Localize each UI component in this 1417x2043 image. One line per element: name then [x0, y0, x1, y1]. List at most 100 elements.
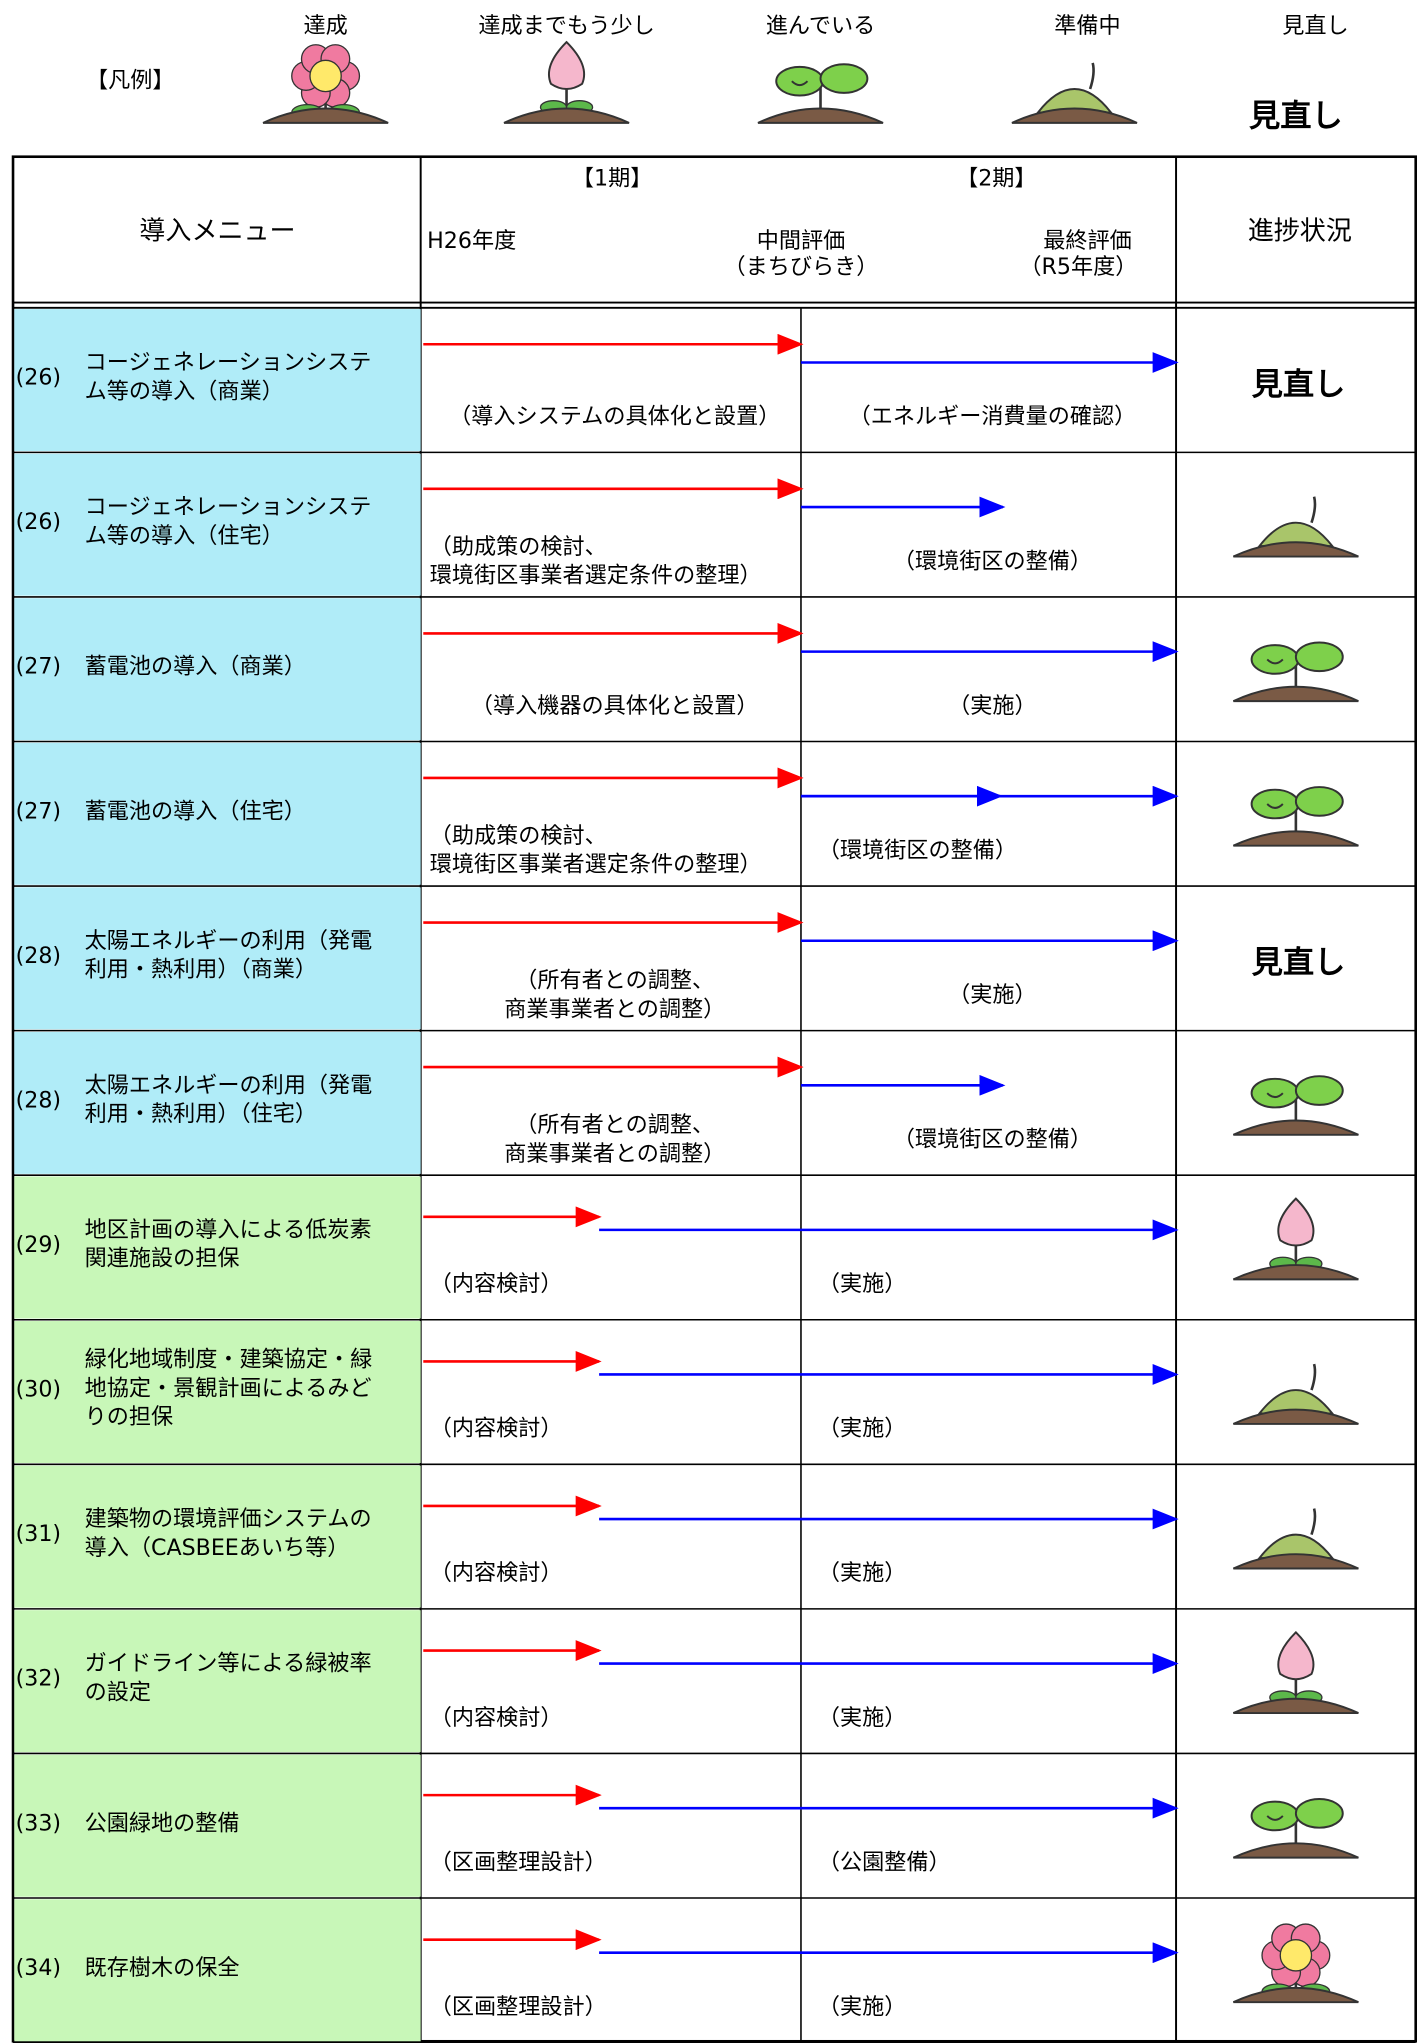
mound [1036, 88, 1113, 114]
status-icon [1232, 1798, 1359, 1859]
action-note: （環境街区の整備） [893, 1127, 1092, 1153]
header-final: 最終評価 [1043, 228, 1132, 254]
plan-note: （助成策の検討、 [430, 823, 607, 849]
shoot [1088, 62, 1095, 90]
status-icon [1232, 1923, 1359, 2004]
row-name: 地協定・景観計画によるみど [85, 1375, 372, 1401]
leaf [1294, 1798, 1344, 1829]
plan-note: 環境街区事業者選定条件の整理） [430, 852, 762, 878]
plan-note: （内容検討） [430, 1271, 563, 1297]
soil [1232, 1408, 1359, 1425]
legend-caption: 見直し [1282, 13, 1348, 39]
header-phase: 【2期】 [956, 165, 1036, 191]
row-number: (26) [16, 365, 61, 391]
action-note: （公園整備） [818, 1849, 951, 1875]
action-note: （実施） [818, 1705, 907, 1731]
status-icon [1232, 496, 1359, 558]
table-border [11, 155, 1417, 2043]
menu-cell [14, 1754, 421, 1897]
action-note: （実施） [818, 1416, 907, 1442]
row-name: 蓄電池の導入（住宅） [85, 798, 306, 824]
legend-label: 【凡例】 [86, 68, 175, 94]
row-name: ガイドライン等による緑被率 [85, 1651, 372, 1677]
status-icon [757, 63, 884, 124]
header-start: H26年度 [427, 228, 516, 254]
plan-note: 環境街区事業者選定条件の整理） [430, 563, 762, 589]
status-text: 見直し [1252, 367, 1346, 403]
row-name: 利用・熱利用）（商業） [85, 957, 317, 983]
plan-note: （導入システムの具体化と設置） [449, 404, 780, 430]
row-number: (27) [16, 798, 61, 824]
row-name: 緑化地域制度・建築協定・緑 [85, 1347, 373, 1373]
leaf [1250, 1800, 1300, 1832]
status-icon [1232, 1363, 1359, 1425]
action-note: （実施） [818, 1560, 907, 1586]
mound [1257, 1533, 1335, 1560]
legend-caption: 準備中 [1054, 13, 1120, 39]
leaf [1250, 788, 1300, 820]
row-number: (28) [16, 1087, 61, 1113]
row-name: 建築物の環境評価システムの [85, 1506, 372, 1532]
row-number: (29) [16, 1232, 61, 1258]
legend-caption: 達成までもう少し [478, 13, 654, 39]
status-icon [262, 44, 389, 124]
menu-cell [14, 887, 421, 1030]
menu-cell [14, 1031, 421, 1174]
row-name: 地区計画の導入による低炭素 [85, 1217, 372, 1243]
row-name: の設定 [85, 1679, 151, 1705]
soil [757, 107, 884, 124]
leaf [775, 65, 825, 97]
soil [1232, 1264, 1359, 1281]
plan-note: （区画整理設計） [430, 1849, 607, 1875]
soil [1011, 107, 1138, 124]
soil [1232, 685, 1359, 703]
face [791, 80, 809, 87]
row-name: 太陽エネルギーの利用（発電 [85, 1072, 373, 1098]
face [1266, 658, 1284, 665]
shoot [1310, 1508, 1317, 1536]
plan-note: （助成策の検討、 [430, 534, 607, 560]
header-status: 進捗状況 [1248, 217, 1352, 247]
menu-cell [14, 1321, 421, 1464]
row-name: 関連施設の担保 [85, 1246, 240, 1272]
bud [1277, 1630, 1315, 1681]
face [309, 59, 342, 93]
plan-note: （内容検討） [430, 1416, 563, 1442]
face [1266, 803, 1284, 809]
soil [1232, 1986, 1359, 2004]
status-icon [1232, 1508, 1359, 1570]
menu-cell [14, 1610, 421, 1753]
action-note: （実施） [948, 982, 1037, 1008]
row-name: 利用・熱利用）（住宅） [85, 1101, 317, 1127]
header-mid: 中間評価 [757, 228, 846, 254]
soil [262, 107, 389, 124]
row-name: コージェネレーションシステ [85, 494, 372, 520]
row-name: 太陽エネルギーの利用（発電 [85, 928, 373, 954]
mound [1257, 521, 1335, 548]
mound [1257, 1389, 1335, 1415]
bud [1277, 1197, 1315, 1247]
soil [503, 107, 630, 124]
status-text: 見直し [1252, 945, 1346, 981]
row-name: 既存樹木の保全 [85, 1955, 240, 1981]
plan-note: 商業事業者との調整） [504, 996, 725, 1022]
status-icon [1232, 641, 1359, 703]
soil [1232, 541, 1359, 558]
status-icon [1232, 1630, 1359, 1715]
leaf [819, 63, 869, 94]
menu-cell [14, 1899, 421, 2042]
soil [1232, 1553, 1359, 1570]
header-phase: 【1期】 [572, 165, 652, 191]
face [1266, 1815, 1284, 1821]
leaf [1250, 644, 1300, 675]
legend-symbol: 見直し [1249, 99, 1343, 135]
row-number: (31) [16, 1521, 61, 1547]
plan-note: （所有者との調整、 [515, 968, 714, 994]
row-number: (27) [16, 654, 61, 680]
row-number: (33) [16, 1810, 61, 1836]
action-note: （環境街区の整備） [893, 548, 1092, 574]
leaf [1294, 786, 1344, 817]
action-note: （実施） [818, 1994, 907, 2020]
action-note: （エネルギー消費量の確認） [849, 404, 1137, 430]
